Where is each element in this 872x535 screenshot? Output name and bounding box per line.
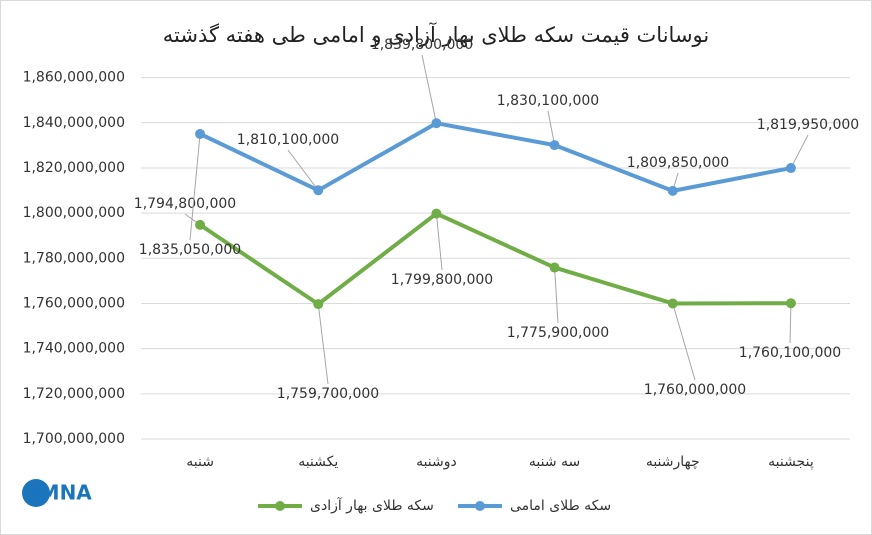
x-tick-label: شنبه: [186, 454, 214, 470]
y-tick-label: 1,840,000,000: [23, 115, 125, 131]
y-tick-label: 1,780,000,000: [23, 250, 125, 266]
leader-line: [435, 213, 443, 271]
logo: IMNA: [32, 481, 92, 505]
leader-line: [789, 303, 792, 344]
series-line: [198, 211, 791, 307]
chart-title: نوسانات قیمت سکه طلای بهار آزادی و امامی…: [163, 22, 709, 47]
point: [195, 219, 206, 230]
data-label: 1,819,950,000: [757, 117, 859, 133]
point: [431, 208, 442, 219]
leader-line: [790, 134, 809, 169]
leader-line: [554, 267, 559, 324]
point: [313, 299, 324, 310]
data-label: 1,799,800,000: [391, 272, 493, 288]
leader-line: [672, 303, 696, 381]
leader-line: [189, 133, 201, 241]
leader-line: [287, 149, 319, 191]
y-tick-label: 1,800,000,000: [23, 205, 125, 221]
point: [549, 140, 560, 151]
data-label: 1,760,100,000: [739, 345, 841, 361]
y-tick-label: 1,740,000,000: [23, 341, 125, 357]
y-tick-label: 1,860,000,000: [23, 70, 125, 86]
point: [785, 298, 796, 309]
x-tick-label: چهارشنبه: [646, 454, 700, 470]
point: [195, 128, 206, 139]
data-label: 1,830,100,000: [497, 93, 599, 109]
point: [667, 298, 678, 309]
data-label: 1,809,850,000: [627, 155, 729, 171]
point: [667, 185, 678, 196]
legend-marker: [475, 501, 485, 511]
data-label: 1,794,800,000: [134, 196, 236, 212]
x-tick-label: پنجشنبه: [768, 454, 814, 470]
x-tick-label: سه شنبه: [529, 454, 580, 470]
legend-marker: [275, 501, 285, 511]
data-label: 1,759,700,000: [277, 386, 379, 402]
series-line: [199, 121, 792, 193]
point: [785, 163, 796, 174]
data-label: 1,775,900,000: [507, 325, 609, 341]
y-tick-label: 1,760,000,000: [23, 295, 125, 311]
logo-mark: [22, 479, 50, 507]
data-label: 1,839,800,000: [371, 37, 473, 53]
legend-label: سکه طلای امامی: [510, 498, 611, 514]
leader-line: [547, 110, 556, 146]
leader-line: [421, 54, 437, 124]
point: [431, 118, 442, 129]
x-tick-label: دوشنبه: [416, 454, 457, 470]
y-tick-label: 1,700,000,000: [23, 431, 125, 447]
data-label: 1,760,000,000: [644, 382, 746, 398]
leader-line: [317, 304, 329, 385]
y-tick-label: 1,720,000,000: [23, 386, 125, 402]
point: [549, 262, 560, 273]
y-tick-label: 1,820,000,000: [23, 160, 125, 176]
point: [313, 185, 324, 196]
legend-label: سکه طلای بهار آزادی: [310, 497, 434, 514]
x-tick-label: یکشنبه: [298, 454, 338, 470]
data-label: 1,810,100,000: [237, 132, 339, 148]
data-label: 1,835,050,000: [139, 242, 241, 258]
